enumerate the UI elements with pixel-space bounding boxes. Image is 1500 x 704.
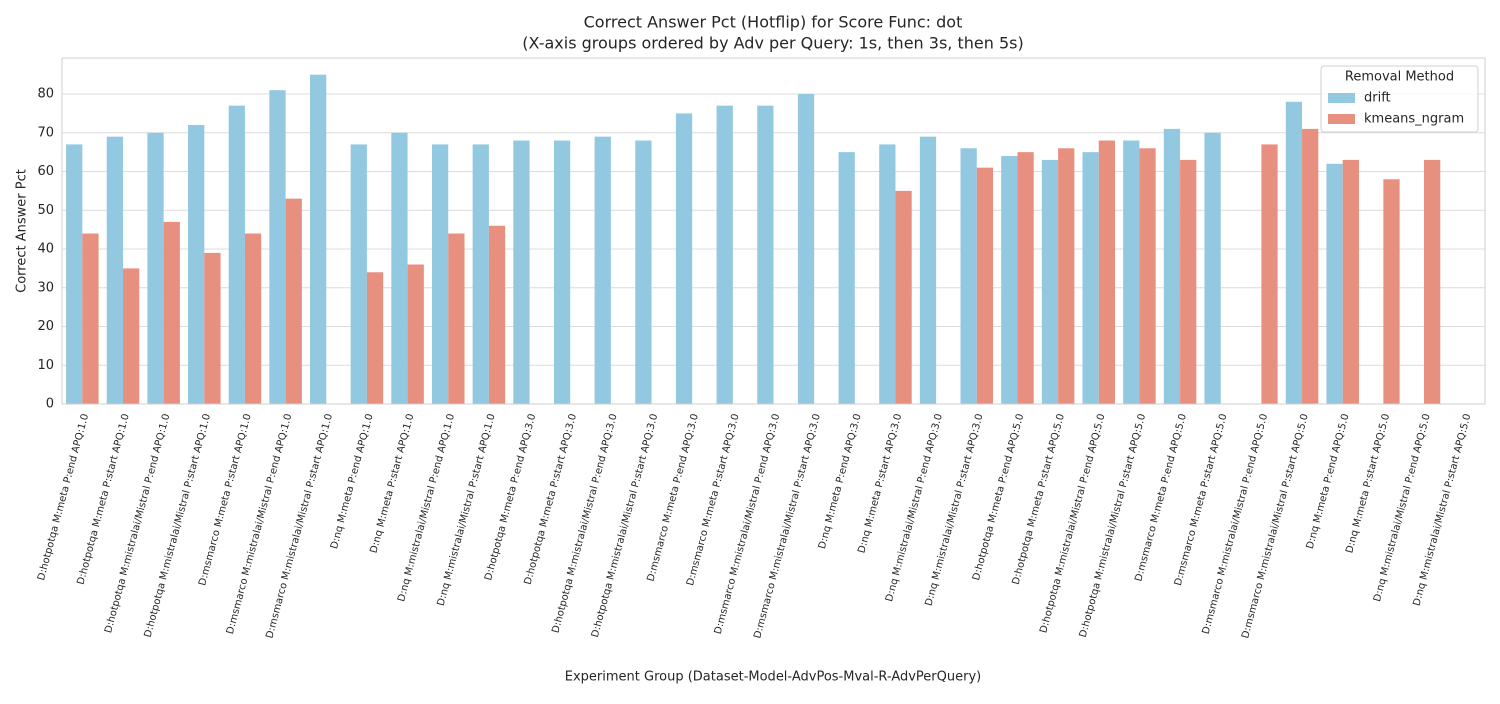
bar [244, 233, 262, 404]
bar [1001, 156, 1018, 404]
bar [675, 113, 693, 404]
y-tick-label: 0 [46, 397, 54, 412]
x-tick-label: D:nq M:meta P:start APQ:1.0 [369, 413, 417, 555]
legend-swatch [1328, 93, 1355, 103]
bar [635, 140, 652, 404]
bar [391, 132, 408, 404]
bar [919, 136, 937, 404]
bar [1326, 163, 1343, 404]
bar [269, 90, 286, 405]
legend-label: drift [1364, 91, 1391, 106]
y-tick-label: 60 [37, 164, 54, 179]
bar [879, 144, 896, 404]
x-tick-label: D:nq M:meta P:start APQ:3.0 [856, 413, 904, 555]
bar [228, 105, 245, 404]
y-tick-label: 70 [37, 125, 54, 140]
y-tick-label: 40 [37, 242, 54, 257]
bar [1383, 179, 1400, 404]
bar [716, 105, 733, 404]
bar [488, 225, 506, 404]
bar [366, 272, 384, 404]
x-tick-label: D:nq M:meta P:end APQ:5.0 [1305, 413, 1352, 551]
chart-title: Correct Answer Pct (Hotflip) for Score F… [584, 13, 963, 32]
bar [188, 125, 205, 404]
bar [757, 105, 774, 404]
legend-label: kmeans_ngram [1364, 112, 1464, 127]
y-axis-label: Correct Answer Pct [15, 169, 30, 293]
bar [472, 144, 489, 404]
bar [1204, 132, 1221, 404]
bar [350, 144, 367, 404]
bar [1302, 128, 1319, 404]
x-tick-label: D:nq M:meta P:end APQ:1.0 [329, 413, 376, 551]
bar [976, 167, 994, 404]
bar [1180, 159, 1197, 404]
bar [122, 268, 140, 404]
bar [895, 190, 912, 404]
bar [407, 264, 424, 404]
bar [285, 198, 302, 404]
bar [1342, 159, 1359, 404]
legend: Removal Method drift kmeans_ngram [1320, 65, 1479, 133]
y-tick-label: 10 [37, 358, 54, 373]
bar [204, 252, 221, 404]
bar [431, 144, 449, 404]
bar [1261, 144, 1278, 404]
x-axis-label: Experiment Group (Dataset-Model-AdvPos-M… [565, 670, 981, 685]
bar [448, 233, 465, 404]
legend-title: Removal Method [1345, 70, 1454, 85]
bar [1139, 148, 1156, 404]
bar [1041, 159, 1059, 404]
bar [66, 144, 83, 404]
bar [513, 140, 530, 404]
bar [1163, 128, 1181, 404]
bar [1285, 101, 1303, 405]
bar [1082, 152, 1099, 404]
bar [106, 136, 123, 404]
bar [960, 148, 977, 404]
legend-box [1320, 65, 1479, 133]
y-tick-label: 30 [37, 280, 54, 295]
axes-frame [61, 57, 1486, 405]
bar [82, 233, 99, 404]
bar [797, 94, 815, 404]
y-tick-label: 50 [37, 203, 54, 218]
y-tick-label: 20 [37, 319, 54, 334]
bar [1058, 148, 1075, 404]
y-tick-label: 80 [37, 87, 54, 102]
bar [594, 136, 611, 404]
bar [1098, 140, 1116, 404]
bar [1017, 152, 1034, 404]
bar [553, 140, 571, 404]
bar [310, 74, 327, 404]
chart-subtitle: (X-axis groups ordered by Adv per Query:… [522, 34, 1023, 53]
bar [838, 152, 855, 404]
legend-swatch [1328, 114, 1355, 124]
bar [163, 221, 180, 404]
x-tick-label: D:nq M:meta P:start APQ:5.0 [1344, 413, 1392, 555]
bar [1123, 140, 1140, 404]
x-tick-label: D:nq M:meta P:end APQ:3.0 [817, 413, 864, 551]
bar [1424, 159, 1441, 404]
bar [147, 132, 164, 404]
